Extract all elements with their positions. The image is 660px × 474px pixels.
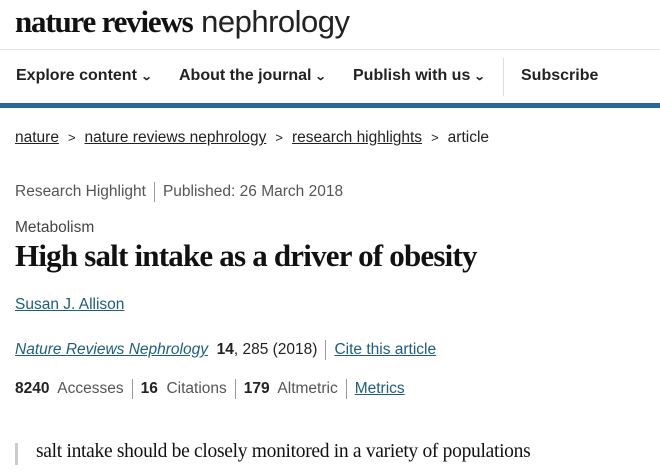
chevron-right-icon: > [431,130,439,145]
chevron-down-icon: ⌄ [473,71,486,83]
author-link[interactable]: Susan J. Allison [15,296,125,313]
nav-subscribe[interactable]: Subscribe [521,67,599,84]
cite-this-article-link[interactable]: Cite this article [334,341,437,359]
journal-logo[interactable]: nature reviews nephrology [15,4,350,39]
breadcrumb-current: article [447,129,490,146]
breadcrumb-journal[interactable]: nature reviews nephrology [84,129,267,146]
article-metrics: 8240 Accesses 16 Citations 179 Altmetric Me… [15,379,405,399]
quote-bar [15,443,18,465]
breadcrumb: nature > nature reviews nephrology > researc… [15,128,489,148]
chevron-right-icon: > [67,130,76,145]
breadcrumb-nature[interactable]: nature [15,129,59,146]
article-meta: Research Highlight Published: 26 March 20… [15,182,344,202]
chevron-down-icon: ⌄ [140,71,153,83]
nav-publish[interactable]: Publish with us ⌄ [353,66,486,87]
breadcrumb-research-highlights[interactable]: research highlights [291,129,423,146]
article-subject: Metabolism [15,219,95,236]
nav-explore-content[interactable]: Explore content ⌄ [16,66,153,87]
page-title: High salt intake as a driver of obesity [15,238,477,273]
metrics-link[interactable]: Metrics [354,380,405,398]
accent-bar [0,103,660,108]
chevron-down-icon: ⌄ [315,71,328,83]
chevron-right-icon: > [275,130,283,145]
header-divider [0,49,660,50]
nav-divider [503,58,504,96]
citation-line: Nature Reviews Nephrology 14, 285 (2018)… [15,340,437,360]
nav-about-journal[interactable]: About the journal ⌄ [179,66,328,87]
pull-quote: salt intake should be closely monitored … [36,441,531,462]
journal-link[interactable]: Nature Reviews Nephrology [15,341,208,359]
